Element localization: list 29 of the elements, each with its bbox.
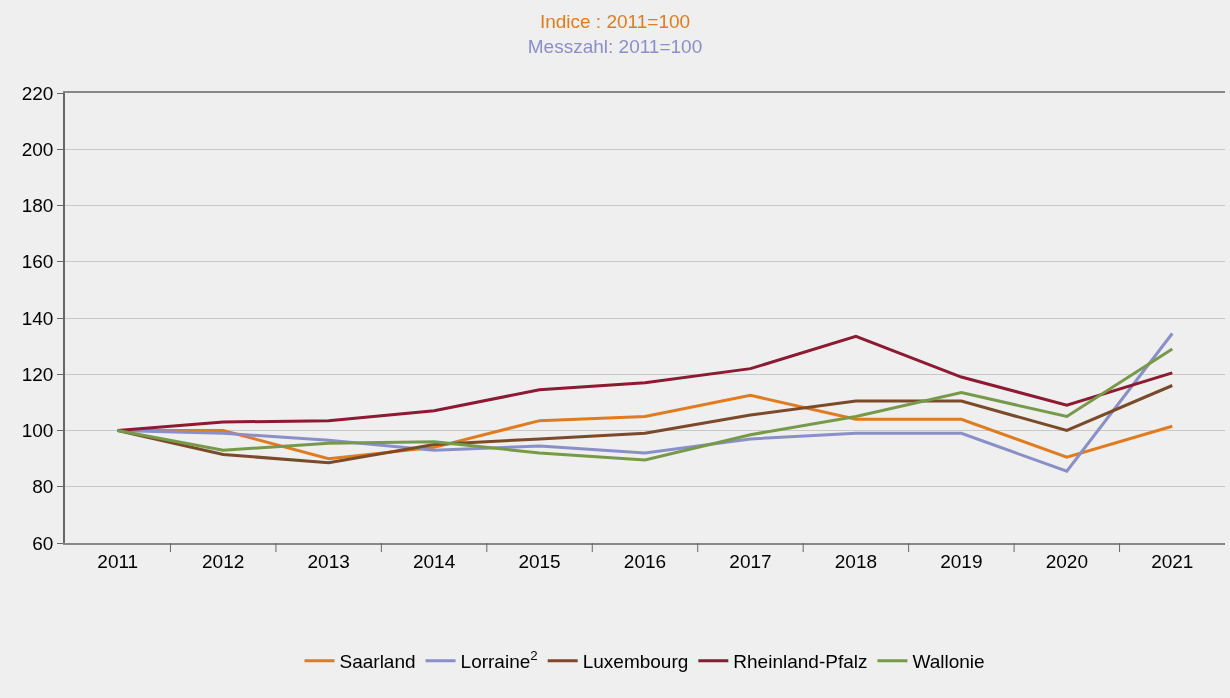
y-tick-label: 220 (21, 82, 54, 104)
chart-subtitle: Messzahl: 2011=100 (527, 35, 703, 57)
x-tick-label: 2013 (307, 550, 350, 572)
y-tick-label: 60 (32, 532, 54, 554)
y-tick-label: 80 (32, 476, 54, 498)
y-tick-label: 140 (21, 307, 54, 329)
y-tick-label: 100 (21, 420, 54, 442)
x-tick-label: 2012 (202, 550, 245, 572)
legend-label: Lorraine$^{2}$ (460, 648, 538, 673)
x-tick-label: 2019 (940, 550, 983, 572)
x-tick-label: 2020 (1045, 550, 1088, 572)
x-tick-label: 2018 (834, 550, 878, 572)
x-tick-label: 2014 (412, 550, 456, 572)
legend-label: Saarland (339, 651, 416, 673)
x-tick-label: 2021 (1151, 550, 1194, 572)
line-series (116, 384, 1174, 465)
chart-title: Indice : 2011=100 (539, 10, 691, 32)
y-tick-label: 120 (21, 363, 54, 385)
x-tick-label: 2016 (623, 550, 667, 572)
line-series (116, 347, 1174, 462)
y-tick-label: 180 (21, 195, 54, 217)
legend-label: Luxembourg (582, 651, 689, 673)
x-tick-label: 2015 (518, 550, 561, 572)
legend-label: Rheinland-Pfalz (733, 651, 868, 673)
x-tick-label: 2011 (97, 550, 139, 572)
x-tick-label: 2017 (729, 550, 772, 572)
y-tick-label: 200 (21, 138, 54, 160)
legend-label: Wallonie (912, 651, 985, 673)
y-tick-label: 160 (21, 251, 54, 273)
